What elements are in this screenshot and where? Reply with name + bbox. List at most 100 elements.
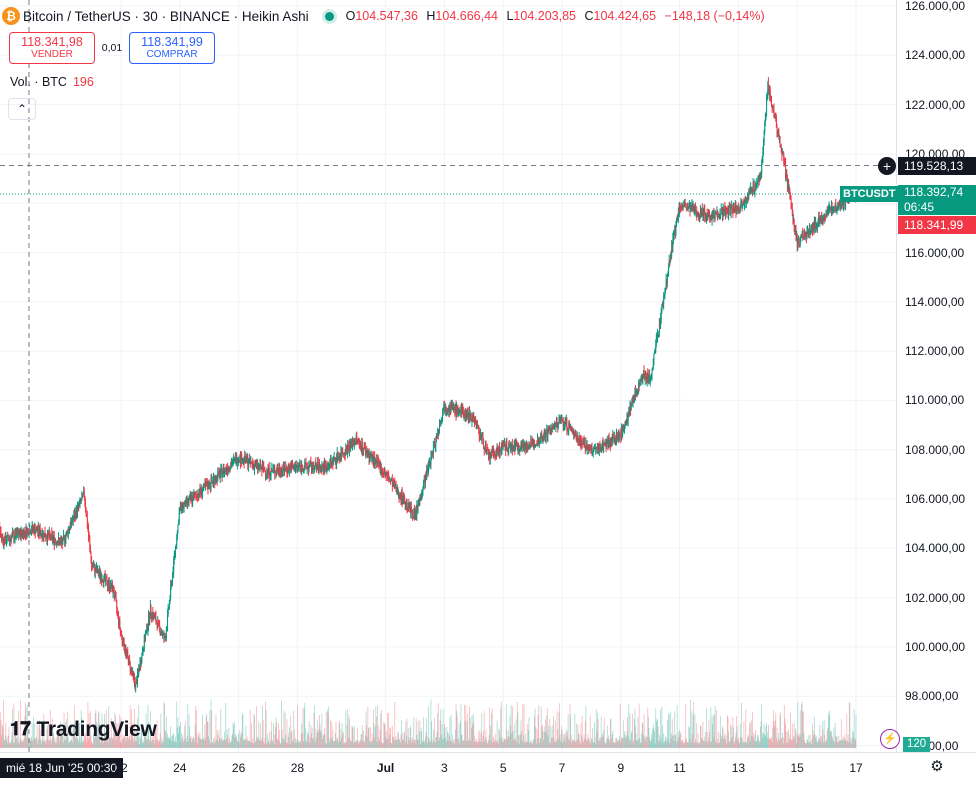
time-axis-tick-label: 7: [559, 761, 566, 775]
candle-body: [24, 531, 25, 532]
price-axis-tick-label: 126.000,00: [905, 0, 965, 13]
candle-body: [771, 98, 772, 105]
time-axis-tick-label: 22: [114, 761, 127, 775]
candle-body: [356, 436, 357, 439]
volume-bar: [266, 710, 267, 748]
volume-bar: [690, 700, 691, 748]
candle-body: [172, 574, 173, 583]
volume-bar: [314, 705, 315, 748]
candle-body: [84, 491, 85, 496]
chart-canvas[interactable]: [0, 0, 896, 752]
tradingview-logo-icon: 𝟏𝟕: [10, 719, 31, 741]
sell-button[interactable]: 118.341,98 VENDER: [9, 32, 95, 64]
crosshair-price-label: 119.528,13: [898, 157, 976, 175]
candle-body: [143, 651, 144, 653]
settings-gear-icon[interactable]: ⚙: [928, 757, 946, 775]
volume-bar: [160, 714, 161, 748]
ask-price-label: 118.341,99: [898, 216, 976, 234]
volume-bar: [328, 707, 329, 748]
candle-body: [802, 233, 803, 237]
open-value: 104.547,36: [355, 9, 418, 23]
candle-body: [8, 535, 9, 539]
symbol-title[interactable]: Bitcoin / TetherUS · 30 · BINANCE · Heik…: [23, 9, 309, 24]
candle-body: [653, 354, 654, 363]
candle-body: [412, 513, 413, 517]
candle-body: [546, 434, 547, 438]
candle-body: [120, 628, 121, 631]
volume-bar: [849, 703, 850, 748]
price-axis-tick-label: 98.000,00: [905, 689, 958, 703]
candle-body: [35, 531, 36, 533]
candle-body: [761, 163, 762, 173]
volume-bar: [620, 704, 621, 748]
candle-body: [141, 654, 142, 663]
time-axis-tick-label: 15: [791, 761, 804, 775]
candle-body: [135, 684, 136, 688]
symbol-price-tag: BTCUSDT: [840, 186, 899, 202]
market-open-status-icon: [325, 12, 334, 21]
price-axis-tick-label: 112.000,00: [905, 344, 964, 358]
volume-bar: [420, 720, 421, 748]
price-axis-tick-label: 106.000,00: [905, 492, 965, 506]
candle-body: [248, 463, 249, 466]
price-axis-tick-label: 108.000,00: [905, 443, 965, 457]
volume-bar: [856, 714, 857, 748]
volume-bar: [590, 716, 591, 748]
candle-body: [483, 444, 484, 448]
volume-axis-tag: 120: [903, 737, 930, 752]
time-axis-tick-label: 3: [441, 761, 448, 775]
volume-bar: [524, 705, 525, 748]
volume-bar: [669, 714, 670, 748]
tradingview-logo[interactable]: 𝟏𝟕 TradingView: [10, 718, 157, 742]
volume-bar: [716, 710, 717, 748]
change-value: −148,18 (−0,14%): [665, 9, 765, 23]
volume-bar: [326, 712, 327, 748]
candle-body: [178, 524, 179, 530]
trade-panel: 118.341,98 VENDER 0,01 118.341,99 COMPRA…: [9, 32, 215, 64]
candle-body: [644, 371, 645, 373]
price-axis-tick-label: 102.000,00: [905, 591, 965, 605]
candle-body: [166, 630, 167, 638]
symbol-header: ₿ Bitcoin / TetherUS · 30 · BINANCE · He…: [0, 6, 770, 26]
bitcoin-icon: ₿: [2, 7, 20, 25]
low-value: 104.203,85: [513, 9, 576, 23]
add-alert-plus-icon[interactable]: +: [878, 157, 896, 175]
price-axis-tick-label: 110.000,00: [905, 393, 964, 407]
candle-body: [149, 617, 150, 621]
price-axis-tick-label: 100.000,00: [905, 640, 965, 654]
time-axis-tick-label: 5: [500, 761, 507, 775]
candle-body: [274, 469, 275, 474]
time-axis-tick-label: 24: [173, 761, 186, 775]
time-axis-tick-label: 17: [849, 761, 862, 775]
close-value: 104.424,65: [594, 9, 657, 23]
price-axis-tick-label: 122.000,00: [905, 98, 965, 112]
ohlc-values: O104.547,36 H104.666,44 L104.203,85 C104…: [346, 9, 770, 23]
candle-body: [776, 118, 777, 125]
candle-body: [159, 623, 160, 627]
volume-bar: [538, 705, 539, 748]
high-value: 104.666,44: [435, 9, 498, 23]
price-axis-tick-label: 104.000,00: [905, 541, 965, 555]
candle-body: [423, 489, 424, 491]
collapse-legend-button[interactable]: ⌃: [8, 98, 36, 120]
time-axis-tick-label: 13: [732, 761, 745, 775]
price-chart-area[interactable]: [0, 0, 896, 752]
candle-body: [593, 449, 594, 450]
time-axis-tick-label: 26: [232, 761, 245, 775]
volume-value: 196: [73, 75, 94, 89]
buy-button[interactable]: 118.341,99 COMPRAR: [129, 32, 215, 64]
candle-body: [179, 513, 180, 524]
lightning-icon[interactable]: ⚡: [880, 729, 900, 749]
candle-body: [470, 415, 471, 419]
candle-body: [184, 504, 185, 508]
time-axis-tick-label: 9: [617, 761, 624, 775]
price-axis-tick-label: 116.000,00: [905, 246, 964, 260]
candle-body: [302, 465, 303, 469]
candle-body: [433, 446, 434, 454]
volume-bar: [693, 702, 694, 748]
candle-body: [582, 440, 583, 444]
candle-body: [407, 501, 408, 509]
